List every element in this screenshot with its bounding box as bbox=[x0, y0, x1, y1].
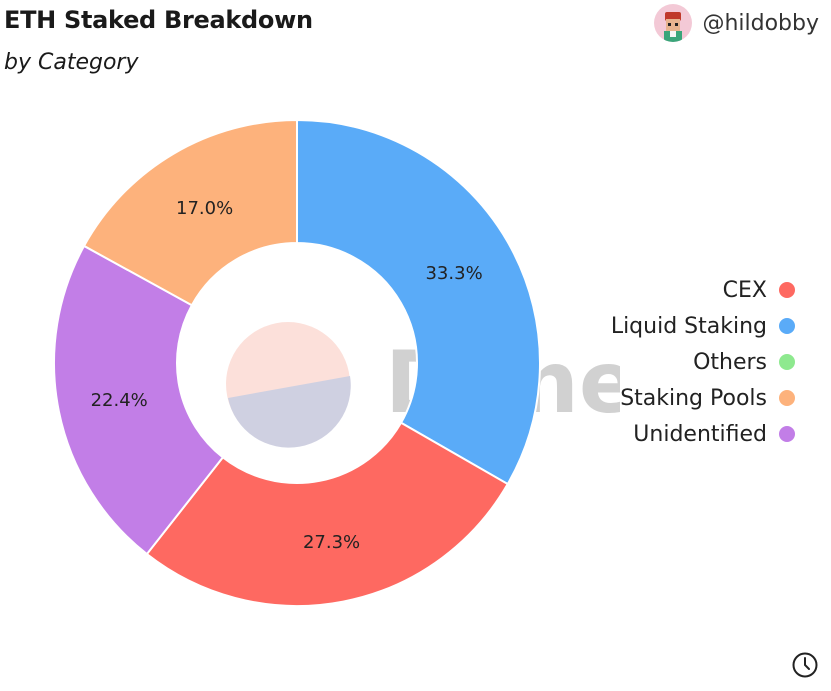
legend-label: Others bbox=[693, 349, 767, 375]
legend-label: Liquid Staking bbox=[610, 313, 767, 339]
legend-item-staking-pools[interactable]: Staking Pools bbox=[620, 383, 795, 413]
slice-label-unidentified: 22.4% bbox=[91, 390, 148, 411]
author-badge[interactable]: @hildobby bbox=[654, 4, 819, 42]
slice-staking-pools[interactable] bbox=[82, 118, 298, 307]
legend-label: Staking Pools bbox=[620, 385, 767, 411]
legend-swatch bbox=[779, 282, 795, 298]
legend-label: Unidentified bbox=[633, 421, 767, 447]
legend-swatch bbox=[779, 354, 795, 370]
slice-label-cex: 27.3% bbox=[303, 532, 360, 553]
legend-swatch bbox=[779, 318, 795, 334]
legend-swatch bbox=[779, 426, 795, 442]
dune-logo-icon bbox=[226, 322, 350, 446]
slice-unidentified[interactable] bbox=[53, 244, 225, 556]
author-name[interactable]: @hildobby bbox=[702, 10, 819, 36]
legend: CEX Liquid Staking Others Staking Pools Unid… bbox=[611, 275, 795, 449]
legend-swatch bbox=[779, 390, 795, 406]
avatar[interactable] bbox=[654, 4, 693, 42]
slice-liquid-staking[interactable] bbox=[296, 118, 541, 486]
slice-cex[interactable] bbox=[145, 421, 510, 607]
legend-label: CEX bbox=[722, 277, 767, 303]
legend-item-liquid-staking[interactable]: Liquid Staking bbox=[611, 311, 795, 341]
legend-item-others[interactable]: Others bbox=[693, 347, 795, 377]
chart-title: ETH Staked Breakdown bbox=[4, 6, 313, 34]
chart-subtitle: by Category bbox=[4, 50, 139, 75]
legend-item-cex[interactable]: CEX bbox=[723, 275, 795, 305]
slice-label-liquid-staking: 33.3% bbox=[425, 263, 482, 284]
clock-icon[interactable] bbox=[791, 651, 819, 679]
slice-label-staking-pools: 17.0% bbox=[176, 198, 233, 219]
dune-logo-lower-icon bbox=[228, 376, 351, 448]
legend-item-unidentified[interactable]: Unidentified bbox=[633, 419, 795, 449]
donut-chart: Dune 33.3%27.3%22.4%17.0% bbox=[53, 118, 620, 607]
